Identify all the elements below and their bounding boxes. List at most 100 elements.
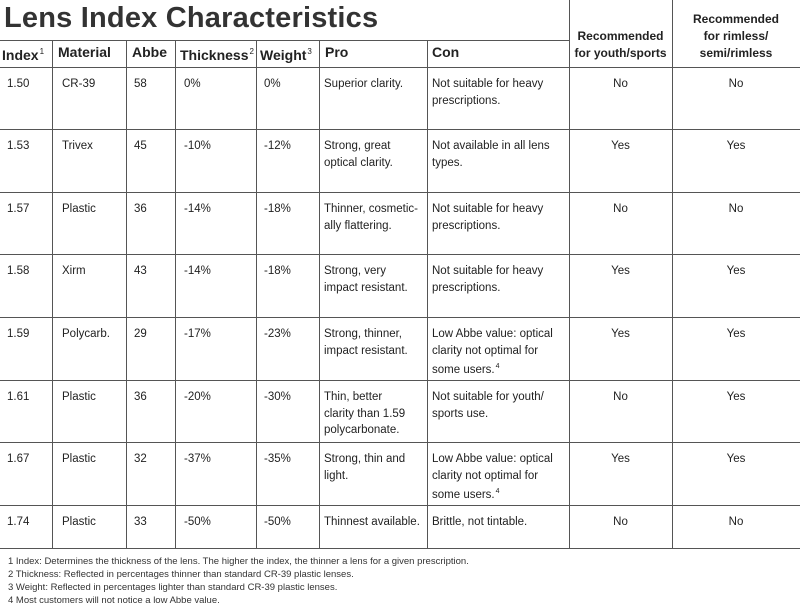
cell-pro: Strong, thin and light. (324, 451, 405, 484)
cell-index: 1.61 (7, 391, 30, 403)
con-line: Not suitable for youth/ (432, 391, 544, 403)
cell-abbe: 45 (134, 140, 147, 152)
con-line: types. (432, 156, 463, 169)
divider (0, 40, 569, 41)
con-line: prescriptions. (432, 281, 501, 294)
divider (256, 40, 257, 548)
cell-abbe: 29 (134, 328, 147, 340)
cell-index: 1.57 (7, 203, 30, 215)
cell-youth-sports: Yes (611, 140, 630, 152)
header-youth-sports: Recommended for youth/sports (569, 28, 672, 62)
cell-abbe: 36 (134, 203, 147, 215)
cell-weight: -50% (264, 516, 291, 528)
cell-weight: -35% (264, 453, 291, 465)
pro-line: impact resistant. (324, 281, 408, 294)
divider (0, 442, 800, 443)
cell-youth-sports: No (613, 391, 628, 403)
header-youth-line1: Recommended (577, 29, 664, 43)
header-pro: Pro (325, 44, 349, 60)
cell-con: Not suitable for youth/sports use. (432, 389, 544, 422)
divider (427, 40, 428, 548)
cell-pro: Thinner, cosmetic-ally flattering. (324, 201, 418, 234)
header-thickness: Thickness2 (180, 44, 254, 63)
cell-pro: Strong, great optical clarity. (324, 138, 393, 171)
cell-material: Polycarb. (62, 328, 110, 340)
pro-line: Strong, thin and (324, 453, 406, 465)
header-index: Index1 (2, 44, 44, 63)
divider (52, 40, 53, 548)
con-line: prescriptions. (432, 94, 501, 107)
divider (569, 0, 570, 548)
divider (0, 67, 800, 68)
pro-line: Strong, thinner, (324, 328, 402, 340)
header-rimless-line3: semi/rimless (699, 46, 773, 60)
cell-weight: -30% (264, 391, 291, 403)
cell-youth-sports: No (613, 78, 628, 90)
cell-con: Not available in all lens types. (432, 138, 550, 171)
cell-pro: Strong, very impact resistant. (324, 263, 408, 296)
pro-line: light. (324, 469, 349, 482)
cell-material: Plastic (62, 453, 96, 465)
cell-pro: Thinnest available. (324, 514, 420, 531)
page-title: Lens Index Characteristics (4, 2, 379, 34)
cell-rimless: Yes (726, 265, 746, 277)
cell-material: Plastic (62, 391, 96, 403)
divider (319, 40, 320, 548)
cell-weight: -18% (264, 265, 291, 277)
cell-rimless: Yes (726, 328, 746, 340)
cell-pro: Superior clarity. (324, 76, 403, 93)
footnote: 3 Weight: Reflected in percentages light… (8, 582, 338, 593)
cell-thickness: -14% (184, 265, 211, 277)
header-material: Material (58, 44, 111, 60)
cell-rimless: Yes (726, 140, 746, 152)
footnote-marker: 4 (495, 488, 500, 495)
cell-material: Xirm (62, 265, 86, 277)
cell-index: 1.58 (7, 265, 30, 277)
con-line: Brittle, not tintable. (432, 516, 528, 528)
cell-pro: Strong, thinner, impact resistant. (324, 326, 408, 359)
cell-abbe: 33 (134, 516, 147, 528)
pro-line: Strong, very (324, 265, 386, 277)
divider (0, 380, 800, 381)
cell-thickness: -14% (184, 203, 211, 215)
cell-index: 1.53 (7, 140, 30, 152)
pro-line: clarity than 1.59 (324, 407, 406, 420)
divider (0, 317, 800, 318)
footnote: 2 Thickness: Reflected in percentages th… (8, 569, 354, 580)
cell-con: Low Abbe value: optical clarity not optim… (432, 326, 553, 379)
header-index-footnote: 1 (39, 47, 45, 56)
cell-index: 1.74 (7, 516, 30, 528)
cell-rimless: No (728, 78, 744, 90)
cell-abbe: 58 (134, 78, 147, 90)
con-line: Low Abbe value: optical (432, 453, 553, 465)
cell-index: 1.59 (7, 328, 30, 340)
cell-con: Not suitable for heavy prescriptions. (432, 263, 543, 296)
cell-youth-sports: No (613, 203, 628, 215)
header-thickness-label: Thickness (180, 47, 249, 63)
cell-thickness: -10% (184, 140, 211, 152)
header-index-label: Index (2, 47, 39, 63)
divider (0, 505, 800, 506)
pro-line: Thinner, cosmetic- (324, 203, 418, 215)
pro-line: ally flattering. (324, 219, 392, 232)
cell-abbe: 36 (134, 391, 147, 403)
cell-material: CR-39 (62, 78, 96, 90)
cell-material: Plastic (62, 203, 96, 215)
con-line: sports use. (432, 407, 489, 420)
pro-line: Strong, great (324, 140, 391, 152)
header-rimless-line1: Recommended (692, 12, 780, 26)
con-line: some users.4 (432, 363, 500, 376)
pro-line: impact resistant. (324, 344, 408, 357)
pro-line: Superior clarity. (324, 78, 404, 90)
divider (175, 40, 176, 548)
cell-thickness: 0% (184, 78, 201, 90)
header-rimless: Recommended for rimless/ semi/rimless (672, 11, 800, 62)
divider (0, 548, 800, 549)
header-weight-label: Weight (260, 47, 307, 63)
cell-material: Trivex (62, 140, 93, 152)
cell-index: 1.50 (7, 78, 30, 90)
cell-thickness: -17% (184, 328, 211, 340)
con-line: prescriptions. (432, 219, 501, 232)
divider (0, 254, 800, 255)
